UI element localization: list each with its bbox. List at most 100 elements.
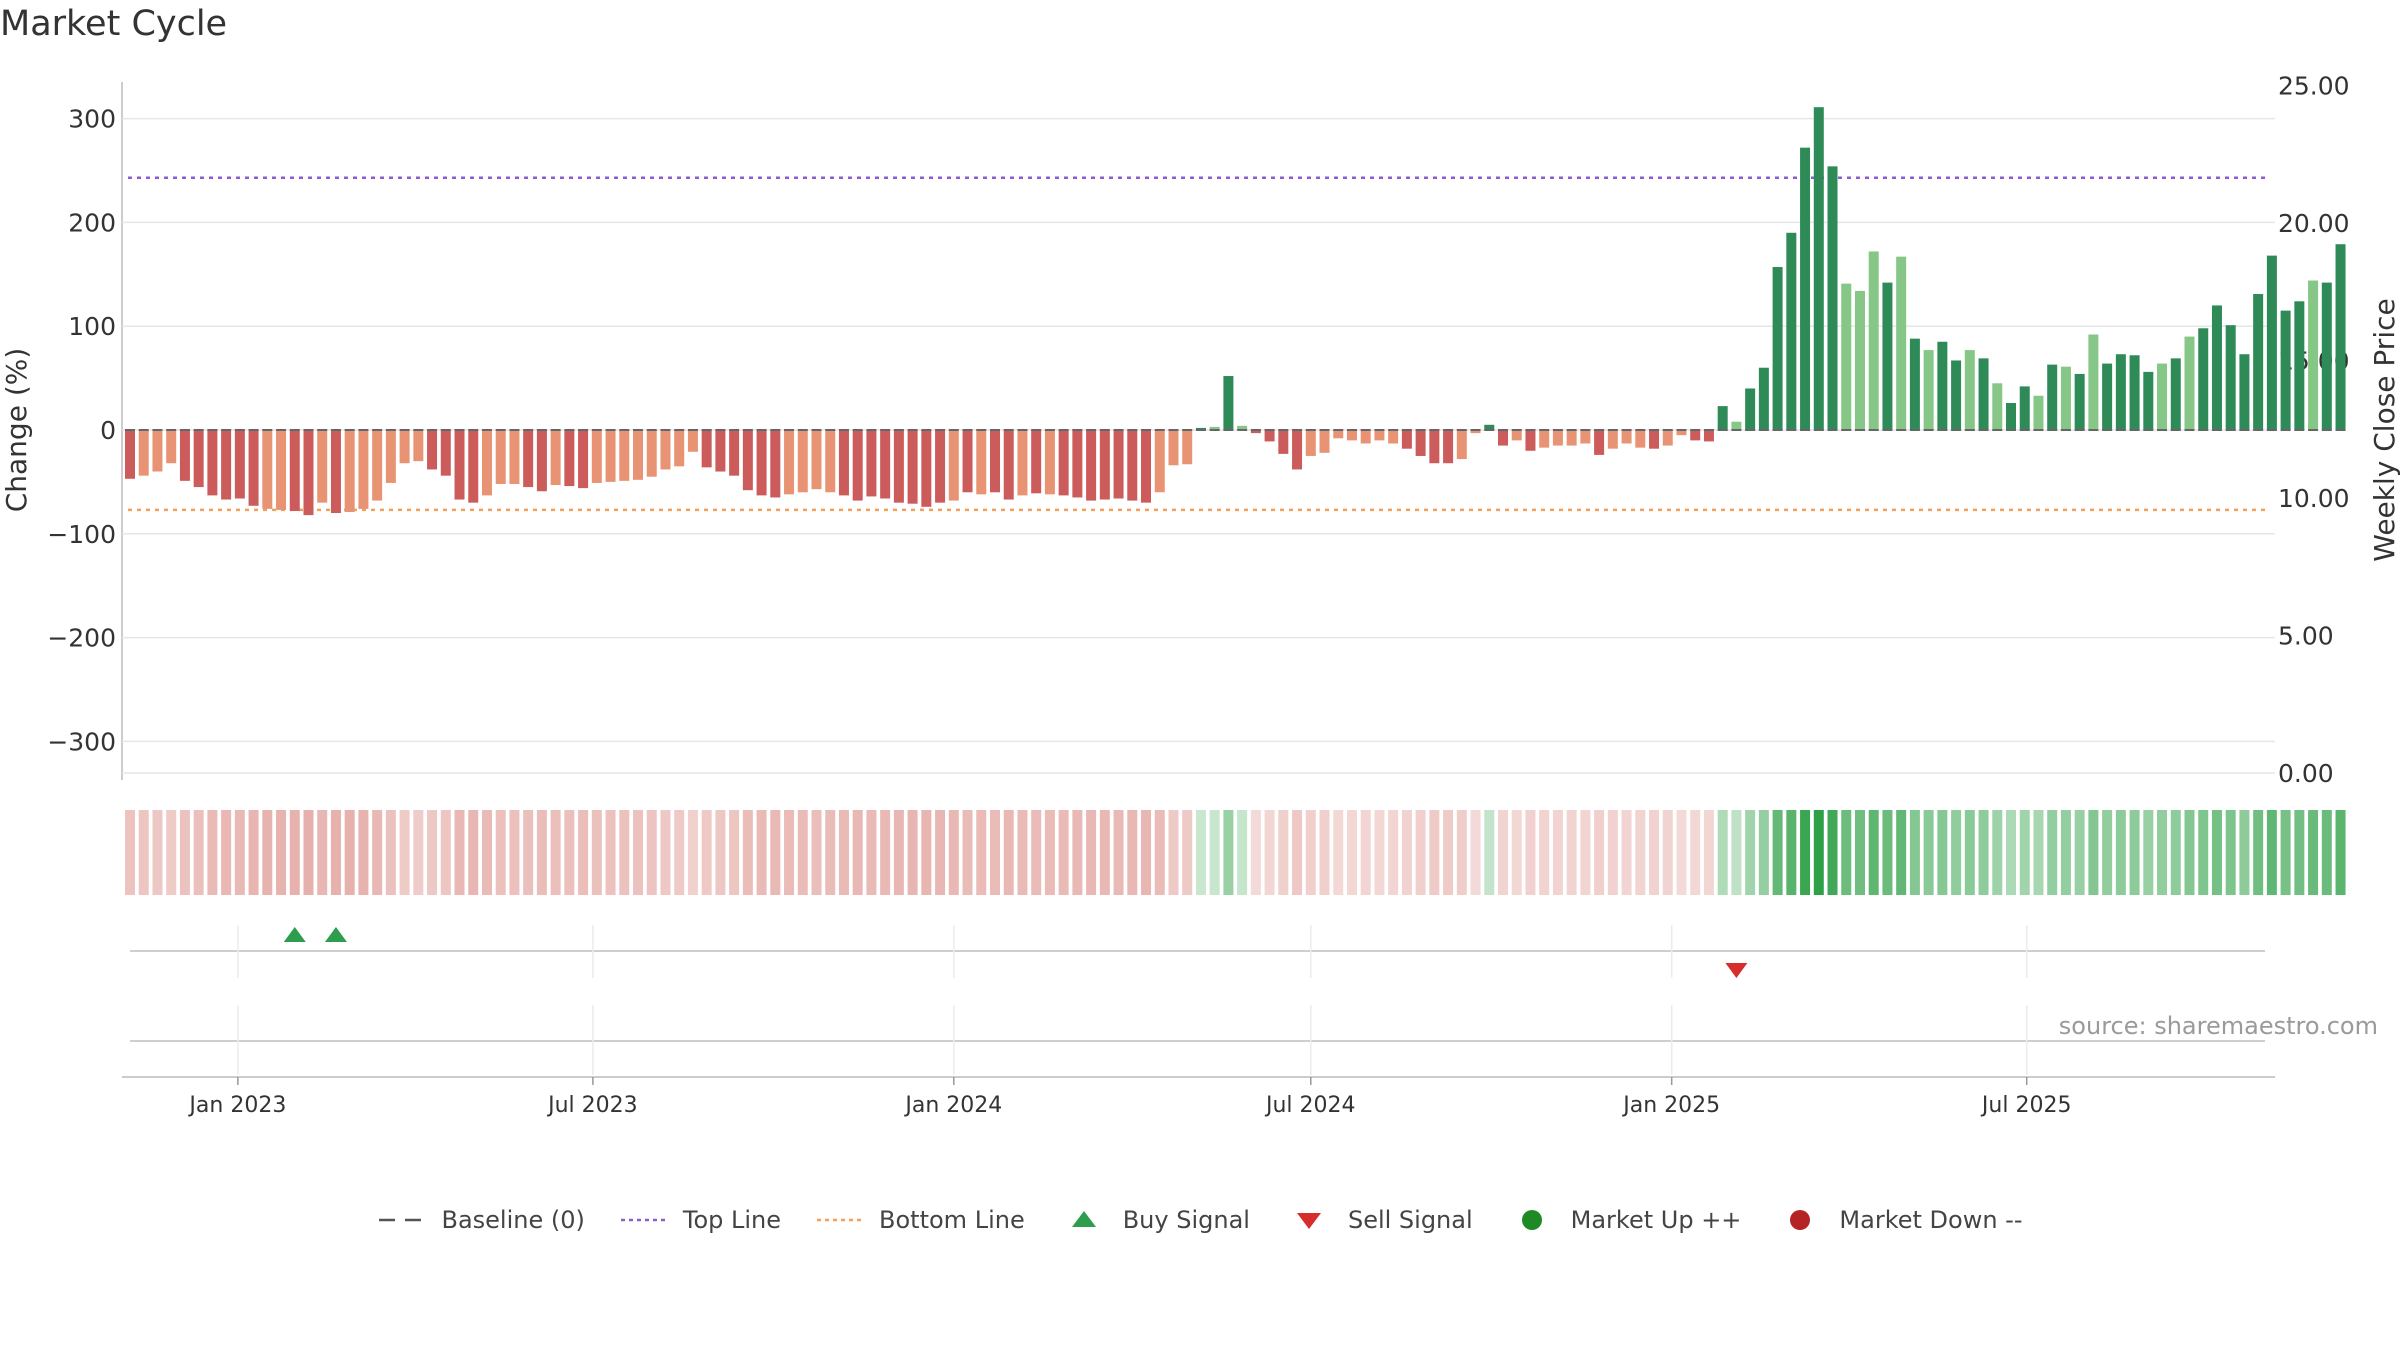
- heat-cell: [2198, 810, 2209, 895]
- heat-cell: [715, 810, 726, 895]
- chart-legend: Baseline (0) Top Line Bottom Line Buy Signa…: [0, 1206, 2400, 1234]
- heat-cell: [276, 810, 287, 895]
- bar: [1800, 147, 1811, 430]
- bar: [852, 430, 863, 501]
- bar: [1168, 430, 1179, 466]
- bar: [166, 430, 177, 464]
- heat-cell: [2211, 810, 2222, 895]
- heat-cell: [468, 810, 479, 895]
- heat-cell: [1854, 810, 1865, 895]
- heat-cell: [1470, 810, 1481, 895]
- heat-cell: [1607, 810, 1618, 895]
- heat-cell: [1415, 810, 1426, 895]
- bar: [1278, 430, 1289, 454]
- heat-cell: [605, 810, 616, 895]
- grid-lines: [121, 82, 2275, 780]
- heat-cell: [907, 810, 918, 895]
- bar: [838, 430, 849, 496]
- heat-cell: [1209, 810, 1220, 895]
- heat-cell: [1154, 810, 1165, 895]
- bar: [701, 430, 712, 468]
- heat-cell: [1731, 810, 1742, 895]
- bar: [1072, 430, 1083, 498]
- heat-cell: [1319, 810, 1330, 895]
- source-credit: source: sharemaestro.com: [2058, 1012, 2378, 1040]
- y2-axis-label: Weekly Close Price: [2368, 298, 2400, 561]
- y2-tick-label: 10.00: [2278, 484, 2350, 513]
- heat-cell: [2033, 810, 2044, 895]
- bar: [1003, 430, 1014, 500]
- heat-cell: [1058, 810, 1069, 895]
- heat-cell: [1237, 810, 1248, 895]
- heat-cell: [207, 810, 218, 895]
- heat-cell: [1635, 810, 1646, 895]
- heat-cell: [1951, 810, 1962, 895]
- bar: [1909, 338, 1920, 430]
- heat-cell: [1141, 810, 1152, 895]
- bar: [1374, 430, 1385, 441]
- y-axis-label: Change (%): [0, 348, 33, 513]
- heat-cell: [1031, 810, 1042, 895]
- bar: [1044, 430, 1055, 495]
- bar: [1525, 430, 1536, 451]
- heat-cell: [2253, 810, 2264, 895]
- bar: [825, 430, 836, 493]
- heat-cell: [1772, 810, 1783, 895]
- heat-cell: [1552, 810, 1563, 895]
- heat-cell: [1827, 810, 1838, 895]
- bar: [262, 430, 273, 509]
- heat-cell: [1896, 810, 1907, 895]
- bar: [1346, 430, 1357, 441]
- bar: [2280, 310, 2291, 430]
- bar: [2019, 386, 2030, 430]
- heat-cell: [1745, 810, 1756, 895]
- bar: [303, 430, 314, 516]
- bar: [935, 430, 946, 503]
- bar: [207, 430, 218, 496]
- heat-cell: [234, 810, 245, 895]
- heat-cell: [125, 810, 135, 895]
- legend-swatch: [1071, 1211, 1096, 1227]
- heat-cell: [440, 810, 451, 895]
- heat-cell: [784, 810, 795, 895]
- heat-cell: [797, 810, 808, 895]
- heat-cell: [1813, 810, 1824, 895]
- legend-label: Top Line: [682, 1206, 782, 1234]
- heat-cell: [1113, 810, 1124, 895]
- heat-cell: [1923, 810, 1934, 895]
- legend-label: Market Down --: [1839, 1206, 2023, 1234]
- bar: [509, 430, 520, 484]
- bar: [2143, 371, 2154, 430]
- heat-cell: [1484, 810, 1495, 895]
- legend-item: Market Down --: [1775, 1206, 2023, 1234]
- heat-cell: [2088, 810, 2099, 895]
- heat-cell: [1539, 810, 1550, 895]
- heat-cell: [770, 810, 781, 895]
- heat-cell: [1388, 810, 1399, 895]
- bar: [495, 430, 506, 484]
- bar: [1264, 430, 1275, 442]
- heat-cell: [1195, 810, 1206, 895]
- legend-swatch: [1790, 1210, 1811, 1230]
- heat-cell: [1978, 810, 1989, 895]
- heat-cell: [1168, 810, 1179, 895]
- bar: [1113, 430, 1124, 499]
- bar: [2294, 301, 2305, 430]
- x-axis: Jan 2023 Jul 2023 Jan 2024 Jul 2024 Jan 2025…: [122, 1076, 2275, 1118]
- bar: [1319, 430, 1330, 453]
- legend-triangle-up: [1071, 1211, 1096, 1227]
- heat-cell: [1868, 810, 1879, 895]
- heat-cell: [660, 810, 671, 895]
- heat-cell: [2280, 810, 2291, 895]
- bar: [1470, 430, 1481, 434]
- heat-cell: [2266, 810, 2277, 895]
- bar: [2308, 280, 2319, 430]
- heat-cell: [619, 810, 630, 895]
- heat-cell: [825, 810, 836, 895]
- heat-cell: [1786, 810, 1797, 895]
- heat-cell: [344, 810, 355, 895]
- heat-cell: [2157, 810, 2168, 895]
- legend-circle: [1521, 1210, 1542, 1230]
- bar: [742, 430, 753, 491]
- heat-cell: [989, 810, 1000, 895]
